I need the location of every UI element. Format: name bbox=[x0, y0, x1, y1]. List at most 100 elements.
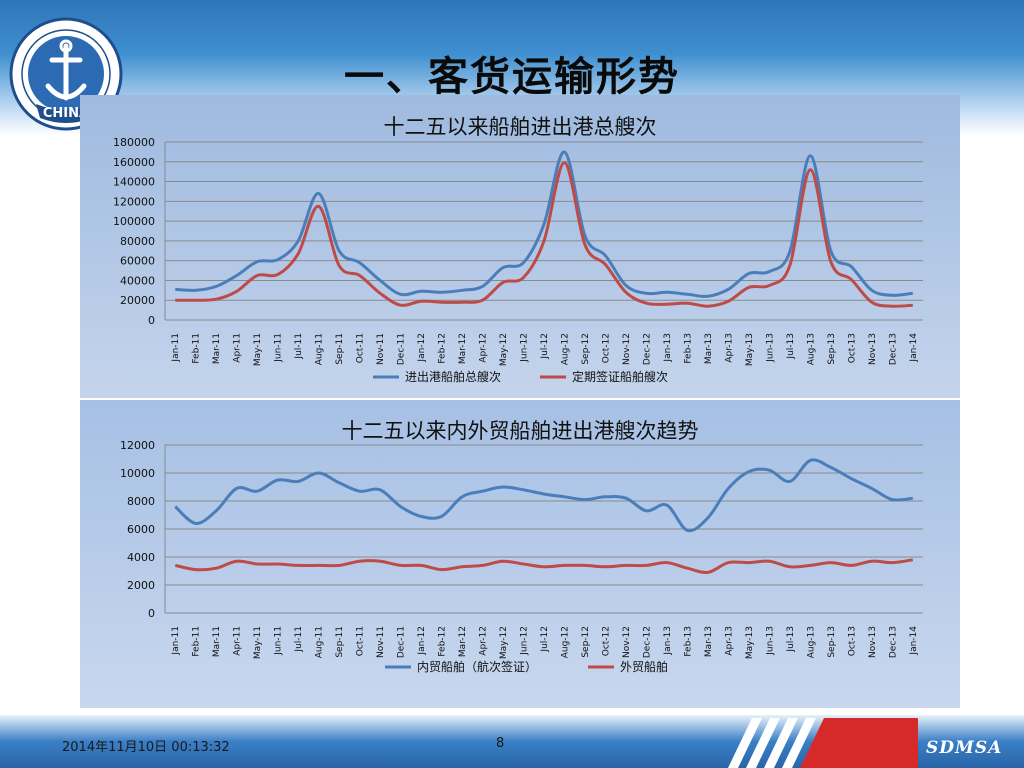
x-tick-label: Jan-14 bbox=[909, 333, 919, 363]
x-tick-label: Nov-13 bbox=[868, 626, 878, 658]
footer-date: 2014年11月10日 00:13:32 bbox=[62, 740, 230, 755]
x-tick-label: Mar-13 bbox=[704, 626, 714, 657]
series-line-1 bbox=[174, 458, 913, 533]
y-tick-label: 140000 bbox=[113, 176, 155, 189]
x-tick-label: Sep-13 bbox=[827, 333, 837, 365]
x-tick-label: Aug-11 bbox=[315, 333, 325, 365]
x-tick-label: Nov-13 bbox=[868, 333, 878, 365]
legend-label: 定期签证船舶艘次 bbox=[572, 369, 668, 384]
x-tick-label: Sep-11 bbox=[335, 626, 345, 658]
x-tick-label: Jul-12 bbox=[540, 333, 550, 360]
x-tick-label: Aug-12 bbox=[561, 626, 571, 658]
x-tick-label: Apr-12 bbox=[479, 333, 489, 363]
y-tick-label: 12000 bbox=[120, 439, 155, 452]
x-tick-label: Apr-13 bbox=[724, 333, 734, 363]
x-tick-label: Apr-12 bbox=[479, 626, 489, 656]
chart1-svg: 180000 160000 140000 120000 100000 80000 60000… bbox=[113, 136, 923, 384]
x-tick-label: Apr-13 bbox=[724, 626, 734, 656]
x-tick-label: Feb-12 bbox=[438, 333, 448, 364]
x-tick-label: Jul-11 bbox=[294, 333, 304, 360]
x-tick-label: May-11 bbox=[253, 333, 263, 366]
x-tick-label: Apr-11 bbox=[233, 333, 243, 363]
x-tick-label: Jan-12 bbox=[417, 626, 427, 656]
x-tick-label: Feb-11 bbox=[192, 626, 202, 657]
y-tick-label: 10000 bbox=[120, 467, 155, 480]
series-line-2 bbox=[175, 161, 913, 308]
x-tick-label: Jan-13 bbox=[663, 333, 673, 363]
x-tick-label: Jul-13 bbox=[786, 626, 796, 653]
x-tick-label: Feb-13 bbox=[683, 626, 693, 657]
x-tick-label: Jun-11 bbox=[274, 626, 284, 656]
y-tick-label: 40000 bbox=[120, 274, 155, 287]
x-tick-label: Apr-11 bbox=[233, 626, 243, 656]
x-tick-label: Oct-13 bbox=[847, 626, 857, 656]
y-tick-label: 0 bbox=[148, 607, 155, 620]
x-tick-label: Jan-12 bbox=[417, 333, 427, 363]
y-tick-label: 4000 bbox=[127, 551, 155, 564]
x-tick-label: Mar-11 bbox=[212, 333, 222, 364]
x-tick-label: May-13 bbox=[745, 626, 755, 659]
brand-label: SDMSA bbox=[926, 738, 1003, 758]
page-number: 8 bbox=[496, 736, 505, 751]
x-tick-label: Aug-12 bbox=[561, 333, 571, 365]
x-tick-label: Jan-13 bbox=[663, 626, 673, 656]
x-tick-label: Dec-11 bbox=[397, 626, 407, 658]
chart1-title: 十二五以来船舶进出港总艘次 bbox=[383, 115, 657, 139]
x-tick-label: Sep-12 bbox=[581, 626, 591, 658]
y-tick-label: 6000 bbox=[127, 523, 155, 536]
x-tick-label: Sep-11 bbox=[335, 333, 345, 365]
y-tick-label: 60000 bbox=[120, 255, 155, 268]
x-tick-label: Oct-12 bbox=[602, 626, 612, 656]
x-tick-label: Mar-12 bbox=[458, 333, 468, 364]
x-tick-label: Dec-11 bbox=[397, 333, 407, 365]
series-line-2 bbox=[174, 558, 914, 575]
x-tick-label: Feb-13 bbox=[683, 333, 693, 364]
x-tick-label: May-12 bbox=[499, 626, 509, 659]
x-tick-label: Jan-11 bbox=[171, 626, 181, 656]
x-tick-label: Feb-12 bbox=[438, 626, 448, 657]
x-tick-label: Aug-13 bbox=[806, 333, 816, 365]
y-tick-label: 0 bbox=[148, 314, 155, 327]
x-tick-label: Nov-12 bbox=[622, 626, 632, 658]
chart2-title: 十二五以来内外贸船舶进出港艘次趋势 bbox=[341, 419, 699, 443]
x-tick-label: Jun-11 bbox=[274, 333, 284, 363]
x-tick-label: Jun-12 bbox=[520, 626, 530, 656]
legend-label: 进出港船舶总艘次 bbox=[405, 369, 501, 384]
chart-panel-trade: 十二五以来内外贸船舶进出港艘次趋势 12000 10000 8000 6000 4000… bbox=[80, 400, 960, 708]
x-tick-label: Mar-12 bbox=[458, 626, 468, 657]
y-tick-label: 80000 bbox=[120, 235, 155, 248]
y-tick-label: 8000 bbox=[127, 495, 155, 508]
x-tick-label: Aug-11 bbox=[315, 626, 325, 658]
x-tick-label: Jun-13 bbox=[765, 626, 775, 656]
chart2-svg: 12000 10000 8000 6000 4000 2000 0 Jan-11 Feb-11 M… bbox=[120, 439, 923, 674]
x-tick-label: Jun-12 bbox=[520, 333, 530, 363]
y-tick-label: 120000 bbox=[113, 195, 155, 208]
y-tick-label: 160000 bbox=[113, 156, 155, 169]
legend-label: 外贸船舶 bbox=[620, 659, 668, 674]
x-tick-label: Jan-14 bbox=[909, 626, 919, 656]
y-tick-label: 2000 bbox=[127, 579, 155, 592]
x-tick-label: Jun-13 bbox=[765, 333, 775, 363]
x-tick-label: Oct-13 bbox=[847, 333, 857, 363]
logo-text: CHINA bbox=[43, 106, 89, 121]
x-tick-label: Aug-13 bbox=[806, 626, 816, 658]
x-tick-label: Nov-11 bbox=[376, 626, 386, 658]
x-tick-label: Dec-12 bbox=[642, 333, 652, 365]
legend-label: 内贸船舶（航次签证） bbox=[417, 659, 537, 674]
x-tick-label: May-13 bbox=[745, 333, 755, 366]
x-tick-label: May-12 bbox=[499, 333, 509, 366]
y-tick-label: 20000 bbox=[120, 294, 155, 307]
x-tick-label: May-11 bbox=[253, 626, 263, 659]
x-tick-label: Dec-13 bbox=[888, 333, 898, 365]
x-tick-label: Jan-11 bbox=[171, 333, 181, 363]
x-tick-label: Nov-12 bbox=[622, 333, 632, 365]
x-tick-label: Oct-11 bbox=[356, 333, 366, 363]
x-tick-label: Dec-13 bbox=[888, 626, 898, 658]
x-tick-label: Mar-11 bbox=[212, 626, 222, 657]
x-tick-label: Mar-13 bbox=[704, 333, 714, 364]
x-tick-label: Dec-12 bbox=[642, 626, 652, 658]
x-tick-label: Jul-13 bbox=[786, 333, 796, 360]
footer-stripes bbox=[728, 718, 918, 768]
x-tick-label: Jul-12 bbox=[540, 626, 550, 653]
chart-panel-total: 十二五以来船舶进出港总艘次 180000 160000 140000 120000 10… bbox=[80, 95, 960, 398]
